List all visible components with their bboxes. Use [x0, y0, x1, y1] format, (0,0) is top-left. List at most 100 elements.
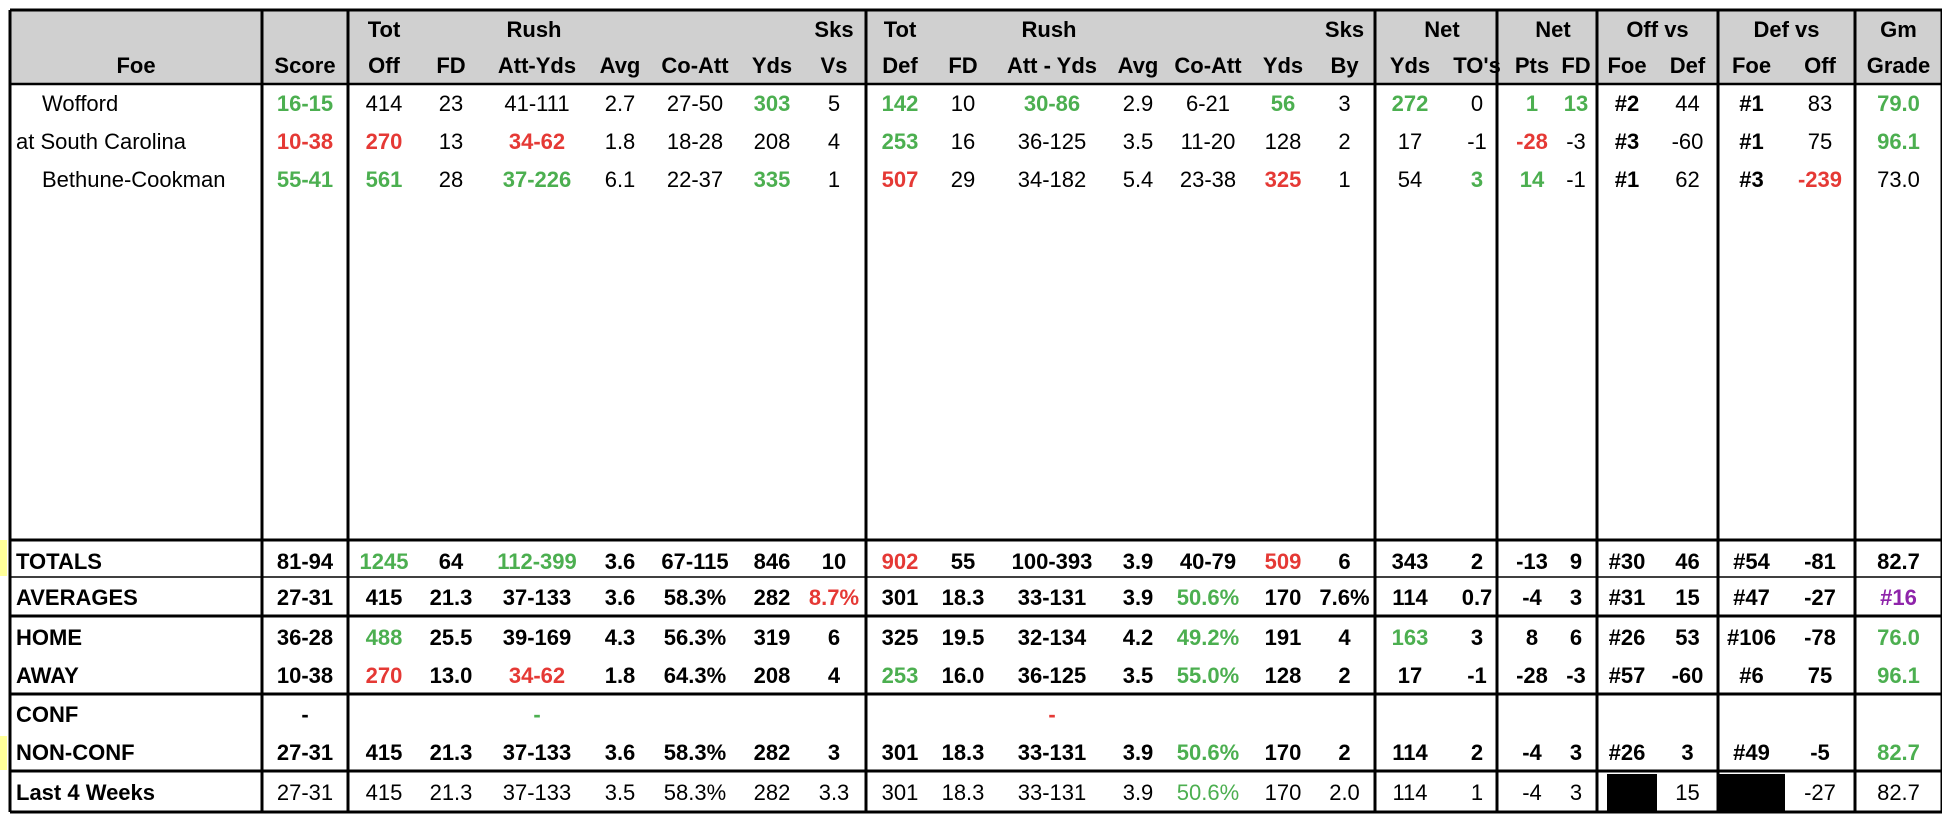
summary-cell: [1375, 696, 1445, 734]
summary-cell: #49: [1733, 740, 1770, 765]
stat-cell: 79.0: [1877, 91, 1920, 116]
summary-cell: 10: [821, 549, 847, 574]
stat-cell: 11-20: [1180, 129, 1236, 154]
summary-cell: [1555, 696, 1597, 734]
summary-cell: 21.3: [429, 780, 473, 805]
summary-cell: 301: [881, 585, 919, 610]
header-cell: Avg: [1117, 53, 1159, 78]
summary-cell: 2.0: [1329, 780, 1360, 805]
summary-cell: 3: [1569, 585, 1583, 610]
foe-name: Wofford: [42, 91, 119, 116]
summary-cell: 56.3%: [663, 625, 727, 650]
summary-cell: 96.1: [1877, 663, 1920, 688]
summary-cell: 17: [1397, 663, 1423, 688]
summary-cell: [420, 696, 482, 734]
stat-cell: 96.1: [1877, 129, 1920, 154]
summary-cell: 112-399: [497, 549, 577, 574]
foe-name: at South Carolina: [16, 129, 186, 154]
header-cell: [1164, 12, 1252, 48]
summary-cell: 1: [1470, 780, 1484, 805]
header-cell: Att-Yds: [497, 53, 577, 78]
summary-cell: 3.5: [604, 780, 636, 805]
summary-cell: 3: [1681, 740, 1694, 765]
summary-cell: 3.9: [1122, 549, 1154, 574]
header-cell: Pts: [1514, 53, 1550, 78]
header-cell: [1785, 12, 1855, 48]
summary-cell: 40-79: [1179, 549, 1237, 574]
summary-cell: 10-38: [276, 663, 334, 688]
header-cell: Def: [882, 53, 918, 78]
summary-cell: [866, 696, 934, 734]
summary-cell: 33-131: [1017, 780, 1087, 805]
summary-cell: 114: [1392, 780, 1428, 805]
summary-cell: 301: [881, 780, 919, 805]
stat-cell: 22-37: [666, 167, 724, 192]
stat-cell: 507: [881, 167, 919, 192]
summary-cell: 8.7%: [808, 585, 860, 610]
summary-cell: 55.0%: [1176, 663, 1240, 688]
summary-cell: #47: [1733, 585, 1770, 610]
stat-cell: 54: [1397, 167, 1423, 192]
summary-cell: 13.0: [429, 663, 473, 688]
summary-cell: 902: [881, 549, 919, 574]
summary-cell: 58.3%: [663, 740, 727, 765]
summary-cell: 2: [1338, 663, 1351, 688]
stat-cell: 36-125: [1017, 129, 1087, 154]
header-cell: Grade: [1866, 53, 1931, 78]
summary-cell: [1597, 696, 1657, 734]
summary-cell: 6: [1569, 625, 1583, 650]
header-cell: Co-Att: [661, 53, 729, 78]
stat-cell: 13: [1563, 91, 1589, 116]
stat-cell: -60: [1671, 129, 1704, 154]
summary-cell: [1855, 696, 1942, 734]
stat-cell: 27-50: [666, 91, 724, 116]
header-cell: Net: [1424, 17, 1460, 42]
stat-cell: 28: [438, 167, 464, 192]
stat-cell: 5.4: [1122, 167, 1154, 192]
stat-cell: -3: [1566, 129, 1586, 154]
stat-cell: 16: [950, 129, 976, 154]
stat-cell: #1: [1739, 91, 1764, 116]
stat-cell: 23-38: [1179, 167, 1237, 192]
summary-cell: -4: [1522, 740, 1542, 765]
stat-cell: #3: [1614, 129, 1640, 154]
header-cell: Att - Yds: [1006, 53, 1098, 78]
header-cell: [1445, 12, 1509, 48]
summary-cell: [802, 696, 866, 734]
summary-cell: -4: [1522, 780, 1542, 805]
summary-cell: #16: [1880, 585, 1917, 610]
summary-cell: -: [1048, 702, 1056, 727]
summary-cell: 3.6: [604, 549, 636, 574]
stat-cell: 6-21: [1185, 91, 1231, 116]
summary-cell: #26: [1608, 740, 1646, 765]
summary-cell: -13: [1516, 549, 1548, 574]
stat-cell: -1: [1566, 167, 1586, 192]
header-cell: [742, 12, 802, 48]
summary-cell: 27-31: [276, 585, 334, 610]
stat-cell: 1: [1338, 167, 1351, 192]
summary-cell: 64: [438, 549, 464, 574]
highlight-mark: [0, 540, 7, 576]
summary-cell: -1: [1467, 663, 1487, 688]
stat-cell: 23: [438, 91, 464, 116]
summary-cell: 128: [1264, 663, 1302, 688]
summary-cell: [1112, 696, 1164, 734]
summary-cell: 3: [1470, 625, 1484, 650]
summary-cell: [348, 696, 420, 734]
summary-cell: 15: [1675, 585, 1700, 610]
summary-cell: 81-94: [276, 549, 334, 574]
header-cell: [10, 12, 262, 48]
summary-cell: 36-125: [1017, 663, 1087, 688]
header-cell: By: [1330, 53, 1359, 78]
summary-cell: 163: [1391, 625, 1429, 650]
stat-cell: -28: [1516, 129, 1548, 154]
summary-label: AVERAGES: [16, 585, 138, 610]
summary-cell: -81: [1804, 549, 1836, 574]
summary-cell: 4.2: [1122, 625, 1154, 650]
summary-cell: 170: [1264, 585, 1302, 610]
summary-cell: [1718, 696, 1785, 734]
stat-cell: 83: [1807, 91, 1833, 116]
summary-cell: 39-169: [502, 625, 572, 650]
stat-cell: 34-62: [508, 129, 566, 154]
